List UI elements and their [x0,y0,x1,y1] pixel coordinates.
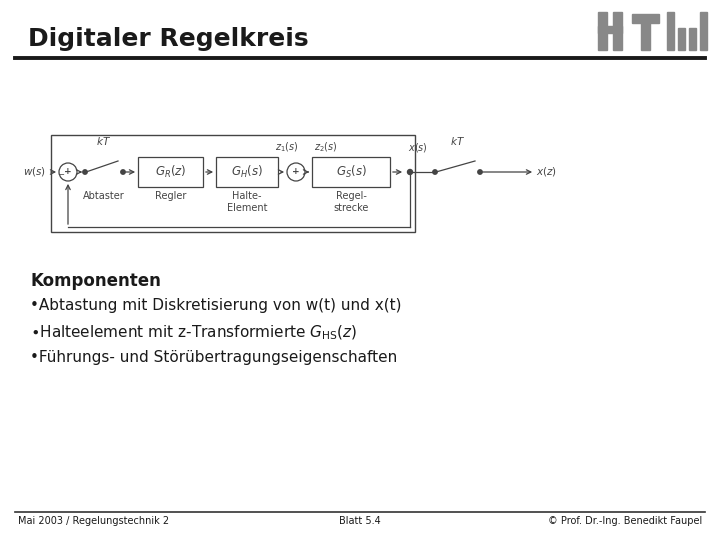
Text: $kT$: $kT$ [450,135,465,147]
Bar [678,28,685,50]
Text: $\bullet$Halteelement mit z-Transformierte $G_{\mathregular{HS}}(z)$: $\bullet$Halteelement mit z-Transformier… [30,324,357,342]
Text: +: + [64,166,72,176]
Bar [312,157,390,187]
Text: $z_1(s)$: $z_1(s)$ [275,140,299,154]
Bar [632,14,659,23]
Text: $G_H(s)$: $G_H(s)$ [231,164,263,180]
Text: Regel-
strecke: Regel- strecke [333,191,369,213]
Circle shape [59,163,77,181]
Bar [700,12,707,50]
Text: −: − [58,171,65,179]
Circle shape [83,170,87,174]
Bar [641,23,650,50]
Bar [216,157,278,187]
Bar [598,26,622,33]
Bar [138,157,203,187]
Circle shape [287,163,305,181]
Text: Blatt 5.4: Blatt 5.4 [339,516,381,526]
Text: $kT$: $kT$ [96,135,112,147]
Text: $x(s)$: $x(s)$ [408,141,428,154]
Bar [689,28,696,50]
Text: $z_2(s)$: $z_2(s)$ [314,140,338,154]
Circle shape [433,170,437,174]
Text: $G_R(z)$: $G_R(z)$ [155,164,186,180]
Bar [598,12,607,50]
Text: Mai 2003 / Regelungstechnik 2: Mai 2003 / Regelungstechnik 2 [18,516,169,526]
Text: Abtaster: Abtaster [83,191,125,201]
Circle shape [478,170,482,174]
Text: +: + [292,166,300,176]
Text: •Abtastung mit Diskretisierung von w(t) und x(t): •Abtastung mit Diskretisierung von w(t) … [30,298,402,313]
Text: Komponenten: Komponenten [30,272,161,290]
Bar [51,135,415,232]
Text: $x(z)$: $x(z)$ [536,165,557,179]
Text: © Prof. Dr.-Ing. Benedikt Faupel: © Prof. Dr.-Ing. Benedikt Faupel [548,516,702,526]
Text: $w(s)$: $w(s)$ [23,165,46,179]
Text: •Führungs- und Störübertragungseigenschaften: •Führungs- und Störübertragungseigenscha… [30,350,397,365]
Bar [667,12,674,50]
Text: Digitaler Regelkreis: Digitaler Regelkreis [28,27,309,51]
Text: Halte-
Element: Halte- Element [227,191,267,213]
Bar [613,12,622,50]
Text: $G_S(s)$: $G_S(s)$ [336,164,366,180]
Text: Regler: Regler [155,191,186,201]
Circle shape [121,170,125,174]
Circle shape [408,170,413,174]
